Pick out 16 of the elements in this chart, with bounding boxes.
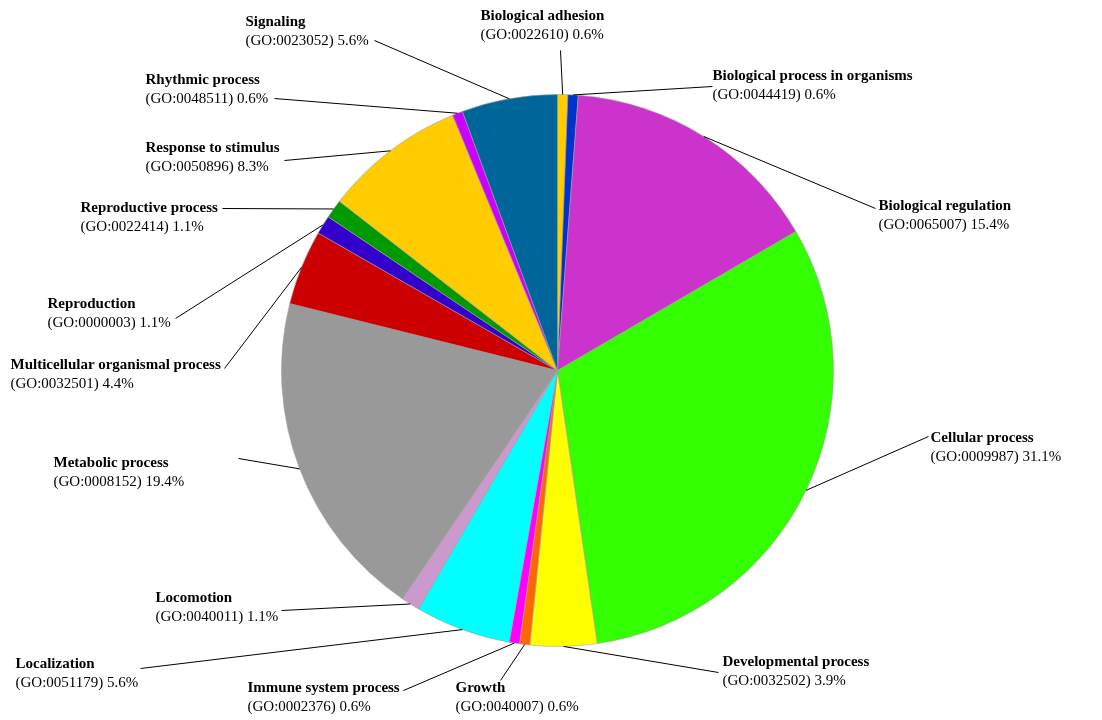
slice-label: Signaling (GO:0023052) 5.6%	[245, 12, 369, 49]
slice-label: Cellular process (GO:0009987) 31.1%	[930, 428, 1062, 465]
slice-label: Immune system process (GO:0002376) 0.6%	[247, 678, 400, 715]
slice-label: Rhythmic process (GO:0048511) 0.6%	[145, 70, 269, 107]
slice-label: Metabolic process (GO:0008152) 19.4%	[53, 453, 185, 490]
slice-label: Reproductive process (GO:0022414) 1.1%	[80, 198, 219, 235]
slice-label: Biological regulation (GO:0065007) 15.4%	[878, 196, 1012, 233]
slice-label: Reproduction (GO:0000003) 1.1%	[47, 294, 171, 331]
slice-label: Biological adhesion (GO:0022610) 0.6%	[480, 6, 605, 43]
slice-label: Biological process in organisms (GO:0044419) 0.6%	[712, 66, 913, 103]
slice-label: Developmental process (GO:0032502) 3.9%	[722, 652, 870, 689]
slice-label: Localization (GO:0051179) 5.6%	[15, 654, 139, 691]
slice-label: Multicellular organismal process (GO:0032501) 4.4%	[10, 355, 221, 392]
slice-label: Growth (GO:0040007) 0.6%	[455, 678, 579, 715]
slice-label: Locomotion (GO:0040011) 1.1%	[155, 588, 279, 625]
slice-label: Response to stimulus (GO:0050896) 8.3%	[145, 138, 280, 175]
